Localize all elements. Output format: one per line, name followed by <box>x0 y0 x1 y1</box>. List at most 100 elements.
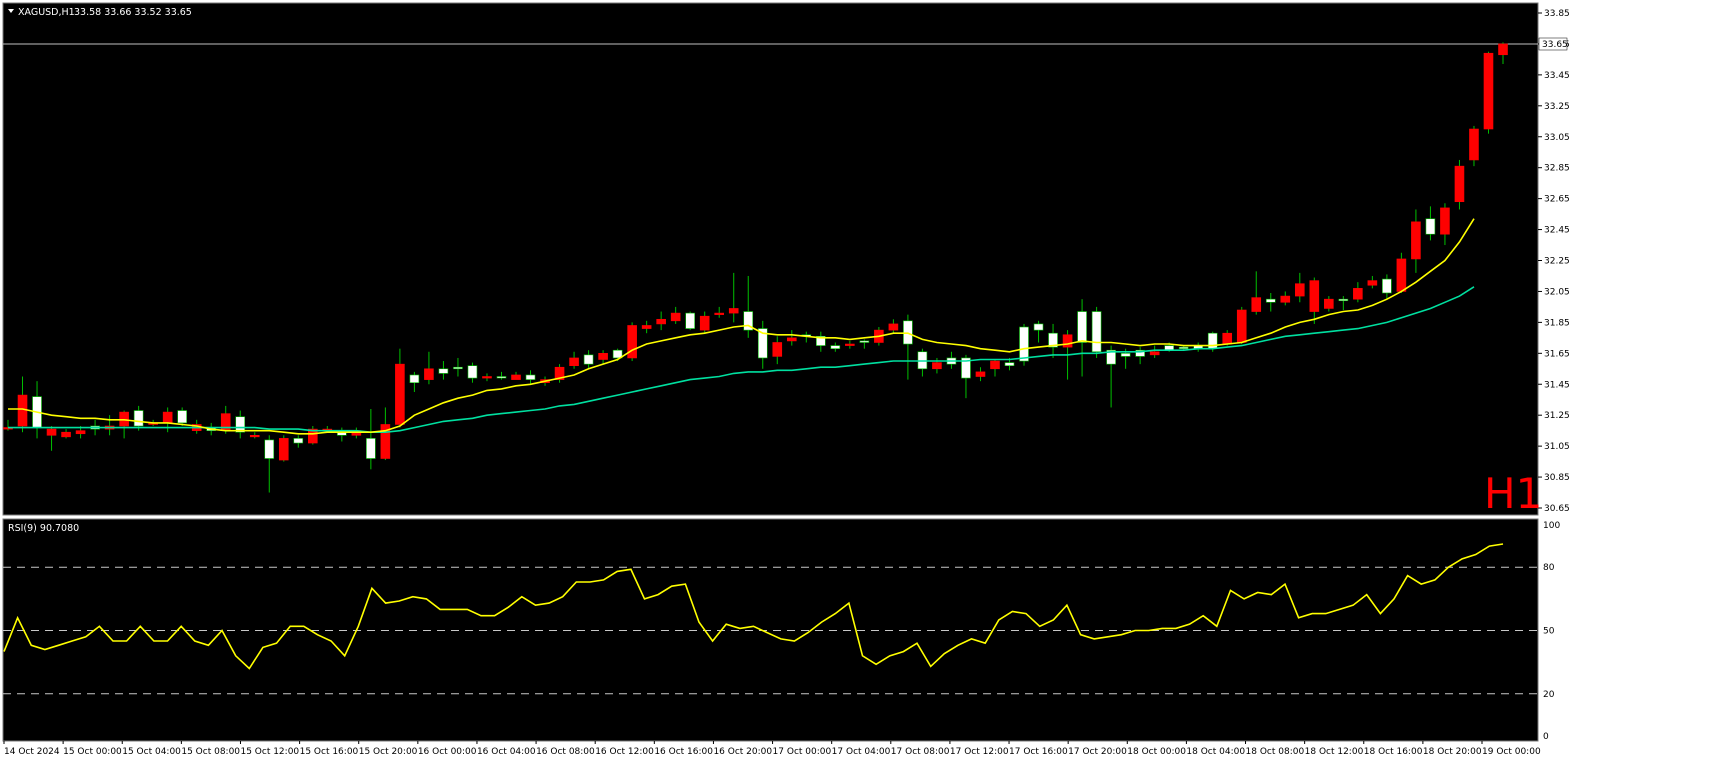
candle <box>990 359 1000 377</box>
candle-body-bear <box>786 337 797 342</box>
candle-body-bear <box>278 438 289 461</box>
candle-body-bull <box>1106 349 1116 365</box>
candle-body-bear <box>1440 207 1450 235</box>
candle-body-bear <box>888 323 899 331</box>
candle-body-bull <box>496 376 507 379</box>
price-tick-label: 33.85 <box>1544 9 1570 19</box>
candle-body-bull <box>1120 353 1131 357</box>
time-tick-label: 16 Oct 12:00 <box>595 747 654 757</box>
candle-body-bear <box>511 374 521 380</box>
candle <box>1309 277 1320 324</box>
time-tick-label: 18 Oct 04:00 <box>1186 747 1245 757</box>
price-tick-label: 30.85 <box>1544 473 1570 483</box>
price-tick-label: 31.45 <box>1544 380 1570 390</box>
candle <box>699 311 710 334</box>
time-tick-label: 18 Oct 00:00 <box>1127 747 1186 757</box>
candle-body-bear <box>728 308 739 314</box>
current-price-tag <box>1538 37 1568 51</box>
candle-body-bear <box>598 353 608 360</box>
candle-body-bull <box>1048 332 1058 348</box>
candle <box>438 361 449 380</box>
candle <box>1033 320 1044 343</box>
candle-body-bear <box>641 325 652 329</box>
candle-body-bear <box>1353 288 1363 300</box>
candle <box>308 426 318 445</box>
candle <box>598 350 608 365</box>
candle-body-bull <box>235 416 246 433</box>
candle <box>482 373 492 382</box>
price-tick-label: 33.05 <box>1544 133 1570 143</box>
candle-body-bull <box>1135 349 1145 357</box>
time-tick-label: 18 Oct 12:00 <box>1305 747 1364 757</box>
price-tick-label: 33.25 <box>1544 102 1570 112</box>
candle-body-bear <box>1454 165 1465 203</box>
time-tick-label: 17 Oct 04:00 <box>832 747 891 757</box>
price-tick-label: 32.65 <box>1544 195 1570 205</box>
candle-body-bull <box>525 374 536 380</box>
time-tick-label: 15 Oct 20:00 <box>359 747 418 757</box>
candle <box>1338 296 1349 310</box>
price-tick-label: 31.65 <box>1544 349 1570 359</box>
candle-body-bear <box>932 362 942 370</box>
candle <box>525 370 536 385</box>
candle-body-bear <box>1367 280 1378 286</box>
candle <box>714 306 725 318</box>
candle-body-bear <box>554 366 565 380</box>
candle-body-bull <box>453 366 463 370</box>
candle-body-bear <box>1411 221 1421 260</box>
candle-body-bull <box>743 311 754 331</box>
price-tick-label: 32.05 <box>1544 287 1570 297</box>
candle <box>1382 274 1392 300</box>
candle <box>670 306 681 324</box>
time-tick-label: 17 Oct 20:00 <box>1068 747 1127 757</box>
candle-body-bull <box>1091 311 1102 353</box>
candle <box>409 371 420 392</box>
candle-body-bear <box>1324 298 1334 309</box>
candle <box>627 322 637 362</box>
candle-body-bull <box>1019 326 1029 362</box>
ma-slow-line <box>8 286 1475 434</box>
price-panel[interactable] <box>2 2 1539 516</box>
candle <box>830 342 841 352</box>
candle-body-bull <box>583 354 594 365</box>
rsi-tick-label: 100 <box>1543 521 1560 531</box>
candle <box>845 340 855 349</box>
candle <box>816 331 826 352</box>
candle <box>1048 323 1058 358</box>
candle-body-bull <box>685 312 695 329</box>
candle <box>569 351 579 369</box>
candle-body-bull <box>177 410 187 424</box>
candle-body-bear <box>772 342 783 357</box>
time-tick-label: 17 Oct 00:00 <box>773 747 832 757</box>
candle <box>249 432 260 439</box>
candle <box>467 362 478 383</box>
time-tick-label: 15 Oct 16:00 <box>300 747 359 757</box>
collapse-triangle-icon[interactable] <box>8 9 14 13</box>
time-tick-label: 17 Oct 16:00 <box>1009 747 1068 757</box>
rsi-header: RSI(9) 90.7080 <box>8 523 79 534</box>
candle-body-bear <box>1483 52 1494 130</box>
candle <box>1019 323 1029 366</box>
candle-body-bear <box>1236 309 1247 343</box>
candle <box>1396 252 1407 293</box>
candle-body-bear <box>380 424 391 459</box>
rsi-tick-label: 20 <box>1543 690 1555 700</box>
time-tick-label: 18 Oct 16:00 <box>1364 747 1423 757</box>
time-tick-label: 16 Oct 08:00 <box>536 747 595 757</box>
candle <box>786 330 797 346</box>
candle <box>1294 272 1305 303</box>
time-tick-label: 16 Oct 16:00 <box>654 747 713 757</box>
candle <box>496 371 507 380</box>
candle <box>1106 345 1116 408</box>
candle <box>1280 291 1291 306</box>
candle <box>975 367 986 382</box>
candle <box>1469 125 1479 167</box>
candle-body-bear <box>1149 351 1160 356</box>
candle <box>1077 299 1087 377</box>
time-tick-label: 15 Oct 00:00 <box>63 747 122 757</box>
candle-body-bear <box>1498 43 1508 56</box>
candle-body-bull <box>1004 362 1015 366</box>
candle <box>424 351 434 385</box>
